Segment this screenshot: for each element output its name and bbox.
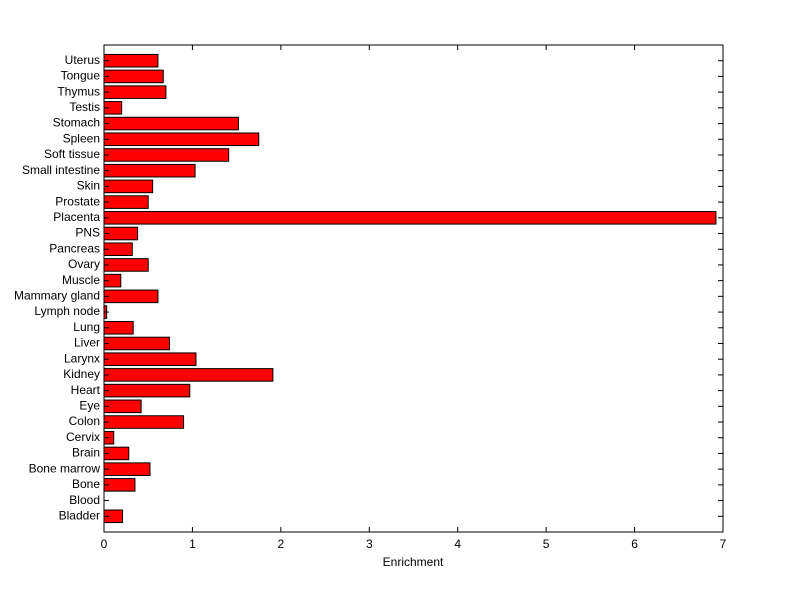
y-tick-label: Bone marrow (29, 461, 101, 475)
x-tick-label: 5 (543, 537, 550, 551)
x-tick-label: 1 (189, 537, 196, 551)
y-tick-label: Eye (79, 398, 100, 412)
bar (103, 415, 185, 429)
bar (103, 53, 159, 68)
x-tick-label: 0 (101, 537, 108, 551)
x-axis-label: Enrichment (383, 555, 444, 569)
y-tick-label: Uterus (65, 53, 100, 67)
bar (103, 399, 142, 414)
bar (103, 383, 191, 398)
bar (103, 179, 154, 194)
bar (103, 368, 274, 382)
y-tick-label: Heart (71, 383, 101, 397)
y-tick-label: Stomach (53, 116, 100, 130)
y-tick-label: Liver (74, 336, 100, 350)
y-tick-label: Colon (69, 414, 100, 428)
bar (103, 226, 139, 241)
y-tick-label: Larynx (64, 351, 100, 365)
y-tick-label: Mammary gland (14, 289, 100, 303)
x-tick-label: 3 (366, 537, 373, 551)
bar (103, 132, 260, 147)
bar (103, 163, 196, 178)
x-tick-label: 6 (631, 537, 638, 551)
bar (103, 258, 149, 272)
y-tick-label: Cervix (66, 430, 100, 444)
y-tick-label: Ovary (68, 257, 100, 271)
bar (103, 85, 167, 99)
bar (103, 69, 164, 84)
y-tick-label: Kidney (63, 367, 100, 381)
y-tick-label: Tongue (61, 69, 101, 83)
bar (103, 195, 149, 209)
x-tick-label: 4 (454, 537, 461, 551)
y-tick-label: Bone (72, 477, 100, 491)
y-tick-label: Bladder (59, 508, 100, 522)
bar (103, 462, 151, 476)
y-tick-label: Muscle (62, 273, 100, 287)
bar (103, 211, 717, 225)
y-tick-label: Skin (77, 179, 100, 193)
bar (103, 352, 197, 366)
bar (103, 336, 170, 351)
bar (103, 289, 159, 304)
bar (103, 116, 239, 131)
x-tick-label: 2 (278, 537, 285, 551)
y-tick-label: Pancreas (49, 241, 100, 255)
y-tick-label: Brain (72, 446, 100, 460)
y-tick-label: Lymph node (34, 304, 100, 318)
y-tick-label: Soft tissue (44, 147, 100, 161)
bar (103, 148, 230, 162)
y-tick-label: Testis (69, 100, 100, 114)
y-tick-label: Blood (69, 493, 100, 507)
y-tick-label: Thymus (57, 84, 100, 98)
x-tick-label: 7 (720, 537, 727, 551)
y-tick-label: Lung (73, 320, 100, 334)
y-tick-label: PNS (75, 226, 100, 240)
y-tick-label: Prostate (55, 194, 100, 208)
y-tick-label: Spleen (63, 131, 100, 145)
y-tick-label: Small intestine (22, 163, 100, 177)
y-tick-label: Placenta (53, 210, 100, 224)
